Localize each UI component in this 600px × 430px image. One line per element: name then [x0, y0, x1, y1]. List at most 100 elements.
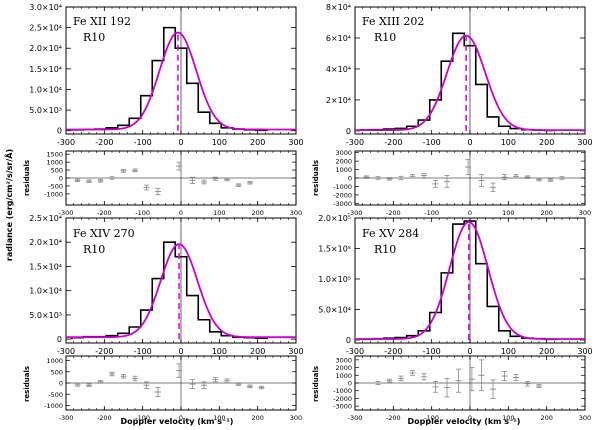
- residual-point: [97, 380, 104, 384]
- residual-point: [432, 381, 439, 393]
- y-tick-label: 6×10⁴: [326, 34, 351, 43]
- panel-subtitle: R10: [83, 31, 105, 44]
- residual-point: [363, 175, 370, 179]
- y-tick-label: 1.5×10⁴: [29, 65, 62, 74]
- residual-point: [478, 174, 485, 187]
- x-tick-label: 300: [290, 414, 302, 422]
- residual-point: [398, 175, 404, 181]
- residuals-axis-label: residuals: [312, 160, 320, 196]
- x-tick-label: -100: [135, 209, 150, 217]
- residual-point: [143, 184, 150, 191]
- x-tick-label: -200: [97, 209, 112, 217]
- residual-point: [189, 379, 196, 390]
- y-tick-label: 2×10⁴: [326, 96, 351, 105]
- residual-y-tick-label: -500: [48, 182, 63, 190]
- x-axis-label-right: Doppler velocity (km s⁻¹): [408, 417, 521, 426]
- x-tick-label: -300: [346, 138, 364, 147]
- x-tick-label: -300: [59, 414, 74, 422]
- y-tick-label: 0: [346, 336, 351, 345]
- gaussian-fit-curve: [355, 34, 585, 132]
- panel-subtitle: R10: [83, 243, 105, 256]
- x-tick-label: -100: [134, 347, 152, 356]
- residual-y-tick-label: 2000: [335, 158, 352, 166]
- x-axis-label-left: Doppler velocity (km s⁻¹): [121, 417, 234, 426]
- x-tick-label: 200: [251, 209, 263, 217]
- residual-y-tick-label: -500: [48, 391, 63, 399]
- residual-point: [386, 177, 393, 181]
- residual-y-tick-label: 3000: [335, 356, 352, 364]
- y-tick-label: 0: [346, 127, 351, 136]
- residual-point: [375, 381, 381, 385]
- panel-title: Fe XV 284: [362, 227, 419, 240]
- x-tick-label: 0: [179, 414, 183, 422]
- residual-point: [143, 381, 150, 390]
- residual-point: [224, 177, 230, 182]
- panel-title: Fe XIV 270: [73, 227, 135, 240]
- x-tick-label: -200: [384, 347, 402, 356]
- residual-y-tick-label: 1000: [335, 166, 352, 174]
- residual-point: [212, 176, 219, 181]
- x-tick-label: 0: [467, 138, 472, 147]
- x-tick-label: -200: [386, 414, 401, 422]
- x-tick-label: 300: [288, 138, 303, 147]
- y-tick-label: 5.0×10⁴: [318, 305, 351, 314]
- x-tick-label: -100: [135, 414, 150, 422]
- x-tick-label: 300: [290, 209, 302, 217]
- y-tick-label: 2.5×10⁴: [29, 214, 62, 223]
- y-tick-label: 1.5×10⁴: [29, 262, 62, 271]
- residual-point: [120, 169, 127, 173]
- residual-point: [97, 179, 104, 183]
- residual-point: [490, 379, 496, 399]
- x-tick-label: -200: [386, 209, 401, 217]
- x-tick-label: -300: [348, 209, 363, 217]
- x-tick-label: 0: [179, 209, 183, 217]
- x-tick-label: 100: [501, 347, 516, 356]
- residual-point: [501, 371, 508, 382]
- residual-point: [465, 159, 472, 176]
- residual-point: [155, 387, 161, 397]
- residual-point: [212, 376, 219, 383]
- panel-fe-xv-284: Fe XV 284 R10 0 5.0×10⁴ 1.0×10⁵ 1.5×10⁵ 2.0×…: [318, 214, 592, 422]
- residual-point: [386, 378, 393, 383]
- x-tick-label: 100: [213, 209, 225, 217]
- residual-point: [536, 384, 542, 389]
- x-tick-label: -300: [346, 347, 364, 356]
- y-tick-label: 0: [57, 127, 62, 136]
- y-tick-label: 0: [57, 335, 62, 344]
- x-tick-label: -200: [384, 138, 402, 147]
- residual-y-tick-label: -1000: [333, 183, 352, 191]
- residual-y-tick-label: 500: [51, 167, 63, 175]
- residual-y-tick-label: -1000: [333, 387, 352, 395]
- residual-point: [375, 176, 381, 180]
- x-tick-label: 200: [540, 209, 552, 217]
- residuals-axis-label: residuals: [23, 366, 31, 402]
- residual-y-tick-label: 0: [59, 380, 63, 388]
- x-tick-label: 0: [468, 414, 472, 422]
- residual-point: [524, 175, 531, 179]
- residual-point: [86, 179, 92, 183]
- residual-point: [189, 176, 196, 184]
- residual-point: [432, 180, 439, 188]
- x-tick-label: 0: [178, 138, 183, 147]
- x-tick-label: 100: [502, 209, 514, 217]
- residual-point: [74, 383, 81, 387]
- residual-point: [109, 176, 115, 180]
- y-tick-label: 2.0×10⁴: [29, 238, 62, 247]
- residual-point: [120, 374, 127, 379]
- x-tick-label: 100: [213, 414, 225, 422]
- residual-point: [201, 381, 207, 390]
- x-tick-label: -300: [57, 347, 75, 356]
- residual-point: [224, 378, 230, 383]
- panel-fe-xiii-202: Fe XIII 202 R10 0 2×10⁴ 4×10⁴ 6×10⁴ 8×10⁴ -30…: [326, 3, 593, 217]
- residual-y-tick-label: -1000: [44, 190, 63, 198]
- residual-y-tick-label: -1000: [44, 402, 63, 410]
- residual-point: [155, 187, 161, 196]
- residual-point: [444, 377, 450, 398]
- y-tick-label: 5.0×10³: [29, 106, 62, 115]
- gaussian-fit-curve: [66, 31, 296, 131]
- observed-histogram: [359, 32, 558, 132]
- y-tick-label: 2.0×10⁵: [318, 214, 351, 223]
- x-tick-label: 200: [539, 347, 554, 356]
- x-tick-label: -300: [348, 414, 363, 422]
